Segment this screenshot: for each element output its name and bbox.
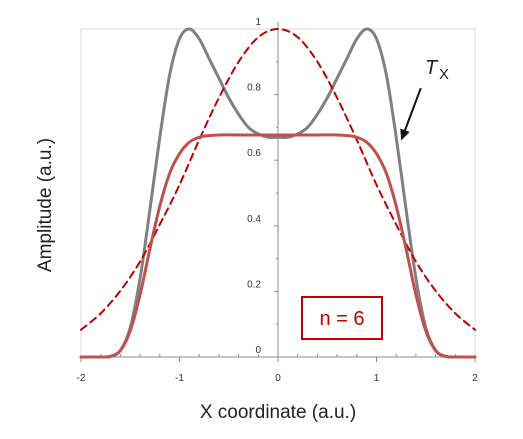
y-tick-label-4: 0.8 bbox=[247, 83, 261, 94]
y-tick-label-3: 0.6 bbox=[247, 148, 261, 159]
y-tick-labels: 0 0.2 0.4 0.6 0.8 1 bbox=[247, 17, 261, 356]
n-legend-label: n = 6 bbox=[319, 308, 364, 330]
axis-ticks bbox=[80, 28, 476, 362]
x-tick-label-4: 2 bbox=[472, 373, 478, 384]
y-tick-label-0: 0 bbox=[255, 345, 261, 356]
tx-label: T bbox=[425, 57, 439, 79]
tx-annotation: T X bbox=[400, 57, 449, 141]
flattop-red-curve bbox=[79, 133, 477, 359]
x-axis-title: X coordinate (a.u.) bbox=[200, 402, 356, 423]
y-axis-title: Amplitude (a.u.) bbox=[35, 138, 56, 272]
x-tick-labels: -2 -1 0 1 2 bbox=[77, 373, 479, 384]
x-tick-label-2: 0 bbox=[275, 373, 281, 384]
gaussian-dashed-curve bbox=[80, 28, 476, 331]
n-legend-frame bbox=[301, 296, 383, 340]
y-tick-label-1: 0.2 bbox=[247, 279, 261, 290]
n-legend-box: n = 6 bbox=[301, 296, 383, 340]
y-tick-label-5: 1 bbox=[255, 17, 261, 28]
tx-gray-curve bbox=[79, 27, 477, 359]
y-tick-label-2: 0.4 bbox=[247, 214, 261, 225]
x-tick-label-1: -1 bbox=[175, 373, 184, 384]
series-layer bbox=[79, 27, 477, 359]
plot-area bbox=[80, 22, 476, 358]
x-tick-label-3: 1 bbox=[374, 373, 380, 384]
tx-label-subscript: X bbox=[439, 66, 449, 83]
tx-arrow-shaft bbox=[404, 87, 422, 131]
tx-arrow-head bbox=[400, 128, 410, 141]
x-tick-label-0: -2 bbox=[77, 373, 86, 384]
